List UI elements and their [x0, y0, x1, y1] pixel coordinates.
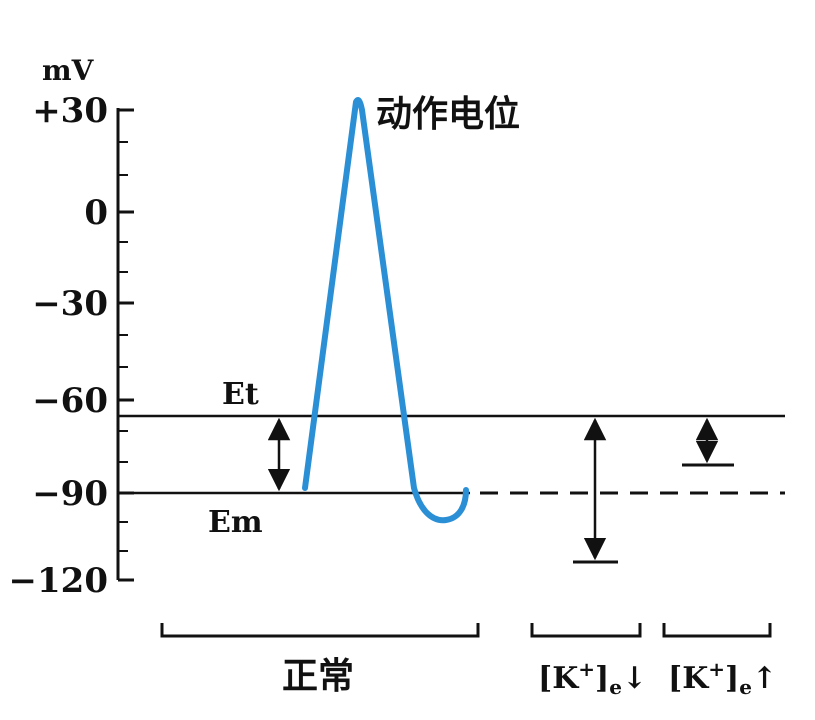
k-high-label: [K+]e↑	[668, 657, 777, 699]
y-axis-major-ticks	[118, 108, 134, 582]
y-axis-unit: mV	[42, 54, 95, 87]
action-potential-label: 动作电位	[376, 94, 520, 135]
resting-label: Em	[208, 505, 263, 540]
tick-label-minus90: −90	[32, 474, 108, 514]
tick-label-0: 0	[84, 193, 108, 233]
normal-bracket	[160, 623, 480, 638]
action-potential-curve	[302, 97, 469, 524]
normal-label: 正常	[282, 656, 354, 697]
y-axis-minor-ticks	[118, 141, 128, 552]
tick-label-minus30: −30	[32, 284, 108, 324]
threshold-label: Et	[222, 377, 259, 412]
k-high-bracket	[662, 623, 772, 638]
tick-label-minus60: −60	[32, 381, 108, 421]
k-low-label: [K+]e↓	[538, 657, 647, 699]
k-low-bracket	[530, 623, 642, 638]
tick-label-minus120: −120	[9, 561, 108, 601]
tick-label-plus30: +30	[32, 91, 108, 131]
